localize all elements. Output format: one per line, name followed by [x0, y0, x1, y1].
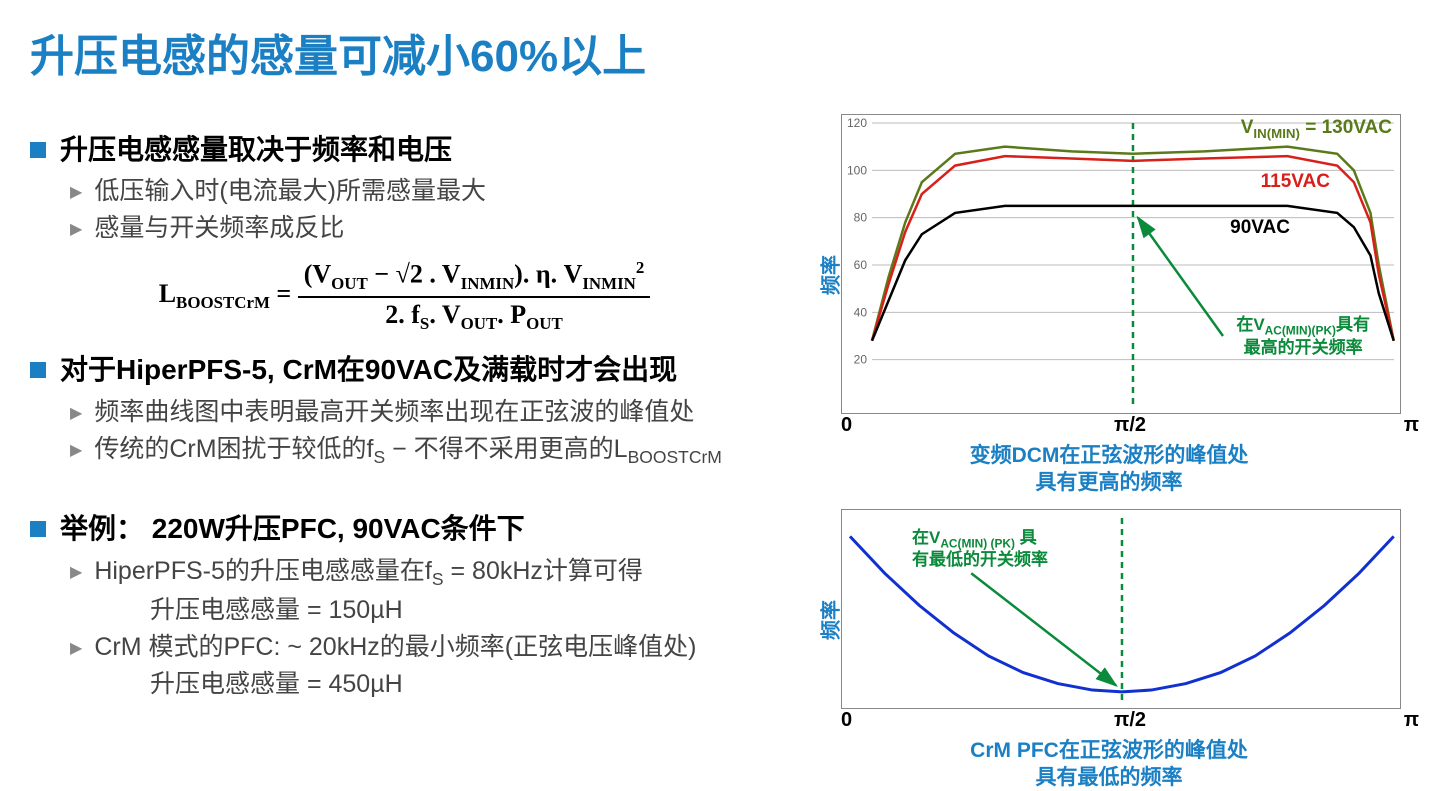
bullet-1: 升压电感感量取决于频率和电压 [30, 132, 779, 168]
triangle-bullet-icon: ▶ [70, 638, 82, 658]
bullet-1-head: 升压电感感量取决于频率和电压 [60, 132, 452, 168]
bullet-3-sub-1-text: HiperPFS-5的升压电感感量在fS = 80kHz计算可得 [94, 554, 643, 592]
bullet-1-sub-2: ▶ 感量与开关频率成反比 [70, 211, 779, 246]
page-title: 升压电感的感量可减小60%以上 [30, 20, 1419, 84]
series-115vac-label: 115VAC [1261, 171, 1330, 193]
square-bullet-icon [30, 142, 46, 158]
chart-2-annotation: 在VAC(MIN) (PK) 具 有最低的开关频率 [912, 528, 1048, 571]
bullet-2-sub-2-text: 传统的CrM困扰于较低的fS − 不得不采用更高的LBOOSTCrM [94, 432, 722, 470]
bullet-3-sub-2: ▶ CrM 模式的PFC: ~ 20kHz的最小频率(正弦电压峰值处) [70, 630, 779, 665]
formula-eq: = [276, 279, 297, 308]
svg-text:80: 80 [854, 211, 868, 225]
chart-1-ylabel: 频率 [815, 255, 844, 295]
chart-1-caption: 变频DCM在正弦波形的峰值处具有更高的频率 [799, 442, 1419, 497]
bullet-2-sub-1: ▶ 频率曲线图中表明最高开关频率出现在正弦波的峰值处 [70, 395, 779, 430]
triangle-bullet-icon: ▶ [70, 440, 82, 460]
formula-fraction: (VOUT − √2 . VINMIN). η. VINMIN2 2. fS. … [298, 258, 651, 334]
bullet-3-head: 举例： 220W升压PFC, 90VAC条件下 [60, 511, 525, 547]
bullet-3-sub-2-line2: 升压电感感量 = 450µH [150, 667, 779, 702]
formula: LBOOSTCrM = (VOUT − √2 . VINMIN). η. VIN… [30, 258, 779, 334]
bullet-3-sub-2-text: CrM 模式的PFC: ~ 20kHz的最小频率(正弦电压峰值处) [94, 630, 696, 665]
triangle-bullet-icon: ▶ [70, 562, 82, 582]
svg-text:60: 60 [854, 258, 868, 272]
chart-1-svg: 20 40 60 80 100 120 [842, 115, 1402, 415]
chart-1-annotation: 在VAC(MIN)(PK)具有 最高的开关频率 [1236, 315, 1370, 358]
svg-text:20: 20 [854, 353, 868, 367]
bullet-3: 举例： 220W升压PFC, 90VAC条件下 [30, 511, 779, 547]
triangle-bullet-icon: ▶ [70, 219, 82, 239]
bullet-2-sub-1-text: 频率曲线图中表明最高开关频率出现在正弦波的峰值处 [94, 395, 694, 430]
bullet-2-head: 对于HiperPFS-5, CrM在90VAC及满载时才会出现 [60, 352, 677, 388]
bullet-2-sub-2: ▶ 传统的CrM困扰于较低的fS − 不得不采用更高的LBOOSTCrM [70, 432, 779, 470]
svg-text:40: 40 [854, 305, 868, 319]
left-column: 升压电感感量取决于频率和电压 ▶ 低压输入时(电流最大)所需感量最大 ▶ 感量与… [30, 114, 779, 791]
triangle-bullet-icon: ▶ [70, 182, 82, 202]
square-bullet-icon [30, 362, 46, 378]
svg-text:120: 120 [847, 116, 867, 130]
series-90vac-label: 90VAC [1230, 217, 1290, 239]
chart-2-xtick-mid: π/2 [1114, 709, 1146, 732]
chart-2-wrap: 频率 在VAC(MIN) (PK) 具 有最低的开关频率 0 π/2 π [841, 509, 1419, 731]
bullet-2: 对于HiperPFS-5, CrM在90VAC及满载时才会出现 [30, 352, 779, 388]
content: 升压电感感量取决于频率和电压 ▶ 低压输入时(电流最大)所需感量最大 ▶ 感量与… [30, 114, 1419, 791]
chart-1-xtick-end: π [1404, 414, 1419, 437]
formula-denominator: 2. fS. VOUT. POUT [298, 298, 651, 334]
svg-text:100: 100 [847, 163, 867, 177]
chart-2: 在VAC(MIN) (PK) 具 有最低的开关频率 [841, 509, 1401, 709]
chart-2-xtick-end: π [1404, 709, 1419, 732]
square-bullet-icon [30, 521, 46, 537]
chart-1-xtick-0: 0 [841, 414, 852, 437]
chart-1-xtick-mid: π/2 [1114, 414, 1146, 437]
bullet-3-sub-1-line2: 升压电感感量 = 150µH [150, 593, 779, 628]
bullet-1-sub-1-text: 低压输入时(电流最大)所需感量最大 [94, 174, 486, 209]
formula-numerator: (VOUT − √2 . VINMIN). η. VINMIN2 [298, 258, 651, 298]
chart-1-wrap: 频率 20406080100120 VIN(MIN) = 130VAC 115V… [841, 114, 1419, 436]
bullet-1-sub-2-text: 感量与开关频率成反比 [94, 211, 344, 246]
chart-1: 20406080100120 VIN(MIN) = 130VAC 115VAC … [841, 114, 1401, 414]
series-130vac-label: VIN(MIN) = 130VAC [1241, 117, 1392, 141]
chart-2-caption: CrM PFC在正弦波形的峰值处具有最低的频率 [799, 737, 1419, 791]
bullet-3-sub-1: ▶ HiperPFS-5的升压电感感量在fS = 80kHz计算可得 [70, 554, 779, 592]
triangle-bullet-icon: ▶ [70, 403, 82, 423]
chart-2-xtick-0: 0 [841, 709, 852, 732]
chart-2-ylabel: 频率 [815, 600, 844, 640]
bullet-1-sub-1: ▶ 低压输入时(电流最大)所需感量最大 [70, 174, 779, 209]
right-column: 频率 20 40 60 80 100 120 VIN(MIN) = 130VAC 115V… [799, 114, 1419, 791]
formula-lhs: LBOOSTCrM [159, 279, 270, 308]
